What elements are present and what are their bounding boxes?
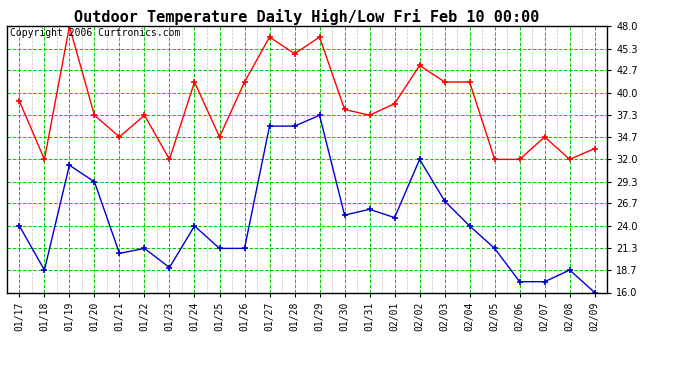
- Text: Copyright 2006 Curtronics.com: Copyright 2006 Curtronics.com: [10, 28, 180, 38]
- Title: Outdoor Temperature Daily High/Low Fri Feb 10 00:00: Outdoor Temperature Daily High/Low Fri F…: [75, 9, 540, 25]
